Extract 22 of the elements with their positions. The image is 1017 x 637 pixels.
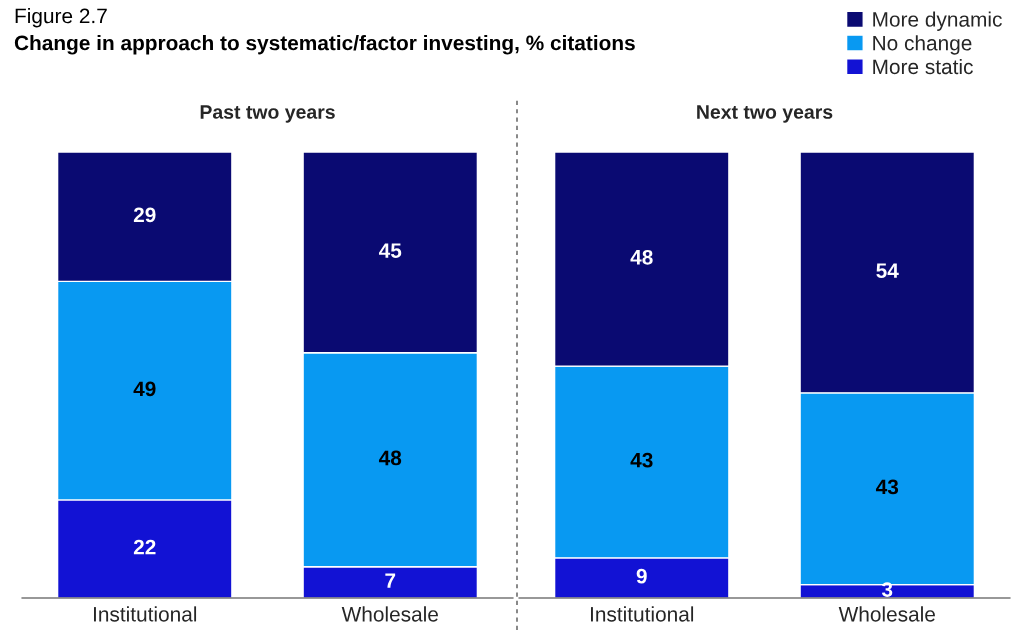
- chart-title: Past two years: [200, 105, 335, 123]
- x-tick-label: Wholesale: [341, 606, 438, 622]
- legend-label: More dynamic: [873, 11, 1002, 31]
- data-label: 48: [630, 249, 653, 265]
- x-tick-label: Institutional: [590, 606, 694, 622]
- data-label: 45: [378, 243, 402, 258]
- x-tick-label: Wholesale: [838, 606, 935, 622]
- text: Change in approach to systematic/factor investing, % citations: [14, 35, 635, 55]
- legend-label: No change: [873, 35, 972, 55]
- data-label: 48: [378, 450, 402, 466]
- data-label: 54: [876, 263, 899, 279]
- data-label: 49: [133, 381, 156, 397]
- chart-title: Next two years: [697, 105, 833, 123]
- data-label: 22: [133, 539, 156, 555]
- data-label: 29: [133, 207, 156, 223]
- data-label: 43: [630, 452, 653, 468]
- caption: Figure 2.7: [15, 8, 107, 28]
- data-label: 7: [385, 573, 396, 588]
- data-label: 43: [875, 479, 899, 495]
- legend-label: More static: [873, 58, 973, 75]
- data-label: 9: [636, 568, 647, 584]
- x-tick-label: Institutional: [93, 606, 197, 622]
